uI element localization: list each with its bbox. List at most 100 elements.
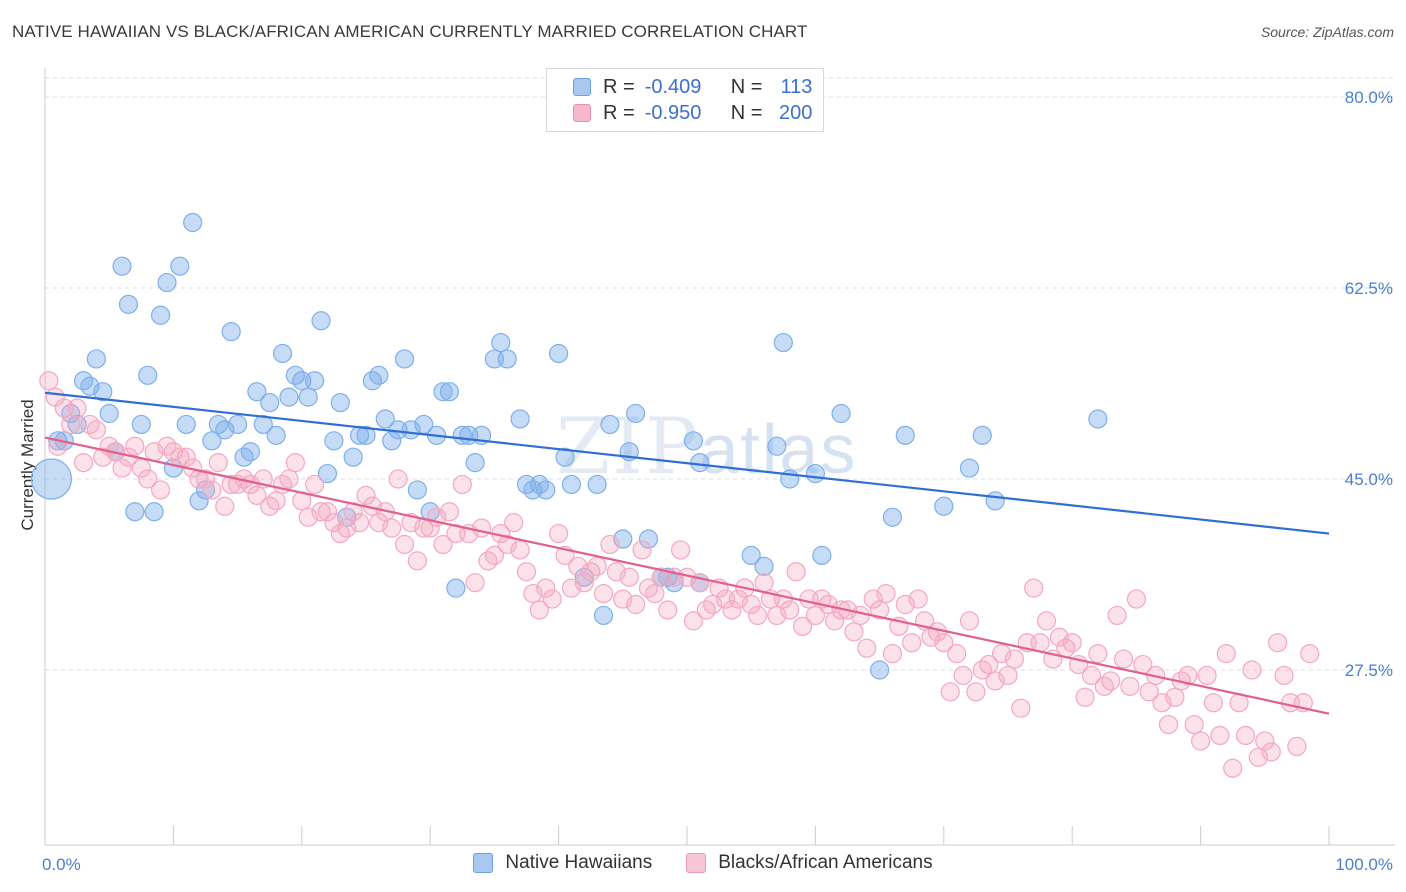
native-hawaiian-point	[157, 272, 177, 293]
native-hawaiian-point	[613, 529, 633, 549]
native-hawaiian-point	[215, 420, 235, 440]
native-hawaiian-point	[407, 480, 427, 500]
black-african-american-point	[1210, 725, 1230, 746]
native-hawaiian-point	[773, 332, 793, 353]
black-african-american-point	[529, 600, 549, 620]
black-african-american-point	[349, 513, 370, 533]
native-hawaiian-point	[369, 365, 389, 385]
native-hawaiian-point	[895, 425, 915, 445]
native-hawaiian-point	[548, 343, 569, 364]
black-african-american-point	[876, 583, 896, 604]
black-african-american-point	[311, 502, 331, 522]
black-african-american-point	[1300, 644, 1320, 664]
black-african-american-point	[382, 518, 402, 538]
black-african-american-point	[959, 611, 980, 631]
native-hawaiian-point	[754, 556, 774, 576]
black-african-american-point	[542, 589, 562, 609]
native-hawaiian-point	[150, 305, 171, 325]
black-african-american-point	[683, 611, 704, 631]
black-african-american-point	[670, 540, 691, 560]
native-hawaiian-point	[324, 431, 344, 451]
native-hawaiian-point	[195, 480, 216, 500]
series-black-african-american-points	[39, 371, 1320, 778]
native-hawaiian-point	[587, 474, 607, 495]
black-african-american-point	[298, 507, 318, 527]
native-hawaiian-point	[311, 311, 331, 331]
black-african-american-point	[587, 556, 607, 576]
legend-n-label: N =	[730, 101, 763, 124]
black-african-american-point	[465, 573, 485, 593]
black-african-american-point	[548, 523, 569, 544]
native-hawaiian-trend-line	[44, 391, 1330, 535]
black-african-american-point	[593, 583, 614, 604]
native-hawaiian-point	[30, 458, 73, 500]
black-african-american-point	[433, 534, 453, 555]
native-hawaiian-point	[394, 349, 415, 369]
black-african-american-point	[150, 480, 171, 500]
series-legend-black-african-americans[interactable]: Blacks/African Americans	[686, 852, 933, 874]
black-african-american-point	[1152, 693, 1172, 713]
native-hawaiian-point	[330, 393, 350, 413]
black-african-american-point	[1120, 676, 1140, 696]
black-african-american-point	[369, 513, 389, 533]
native-hawaiian-point	[741, 545, 761, 566]
black-african-american-point	[420, 518, 440, 538]
legend-n-value: 113	[780, 75, 813, 98]
black-african-american-point	[439, 502, 460, 522]
black-african-american-point	[574, 573, 594, 593]
black-african-american-point	[215, 496, 235, 516]
legend-r-label: R =	[603, 75, 635, 98]
native-hawaiian-point	[240, 442, 261, 462]
black-african-american-point	[1075, 687, 1095, 707]
native-hawaiian-point	[247, 382, 267, 402]
native-hawaiian-point	[561, 474, 582, 495]
black-african-american-point	[67, 398, 87, 418]
native-hawaiian-point	[882, 507, 903, 527]
black-african-american-point	[247, 485, 267, 505]
black-african-american-point	[1158, 714, 1179, 735]
black-african-american-point	[947, 644, 967, 664]
native-hawaiian-point	[805, 463, 826, 484]
black-african-american-point	[869, 600, 890, 620]
native-hawaiian-point	[99, 403, 119, 424]
black-african-american-point	[93, 447, 113, 467]
black-african-american-point	[356, 485, 376, 505]
series-swatch-black-african-americans	[686, 853, 707, 873]
native-hawaiian-point	[510, 409, 530, 429]
black-african-american-point	[39, 371, 59, 391]
series-legend: Native Hawaiians Blacks/African American…	[0, 852, 1406, 874]
native-hawaiian-point	[131, 414, 151, 435]
native-hawaiian-point	[536, 480, 556, 500]
black-african-american-point	[484, 545, 504, 566]
native-hawaiian-point	[638, 529, 659, 549]
black-african-american-point	[1197, 665, 1217, 686]
black-african-american-point	[632, 540, 652, 560]
native-hawaiian-point	[93, 382, 113, 402]
series-legend-native-hawaiians[interactable]: Native Hawaiians	[473, 852, 652, 874]
native-hawaiian-point	[555, 447, 575, 467]
black-african-american-point	[1184, 714, 1204, 735]
legend-n-label: N =	[730, 75, 763, 98]
black-african-american-point	[882, 644, 903, 664]
black-african-american-point	[324, 513, 344, 533]
native-hawaiian-point	[279, 387, 299, 407]
black-african-american-point	[86, 420, 106, 440]
native-hawaiian-point	[690, 453, 710, 473]
black-african-american-point	[407, 551, 427, 571]
black-african-american-point	[825, 611, 845, 631]
correlation-legend: R = -0.409 N = 113 R = -0.950 N = 200	[546, 68, 824, 132]
legend-row-black-african-americans: R = -0.950 N = 200	[573, 100, 812, 126]
black-african-american-point	[504, 513, 524, 533]
black-african-american-point	[908, 589, 928, 609]
black-african-american-point	[202, 480, 222, 500]
black-african-american-point	[1024, 578, 1044, 598]
black-african-american-point	[1030, 633, 1050, 653]
black-african-american-trend-line	[44, 436, 1330, 715]
black-african-american-point	[940, 682, 960, 702]
black-african-american-point	[1203, 693, 1224, 713]
y-tick-label: 27.5%	[1345, 661, 1393, 680]
black-african-american-point	[125, 436, 145, 456]
black-african-american-point	[1216, 644, 1236, 664]
native-hawaiian-point	[869, 660, 890, 680]
